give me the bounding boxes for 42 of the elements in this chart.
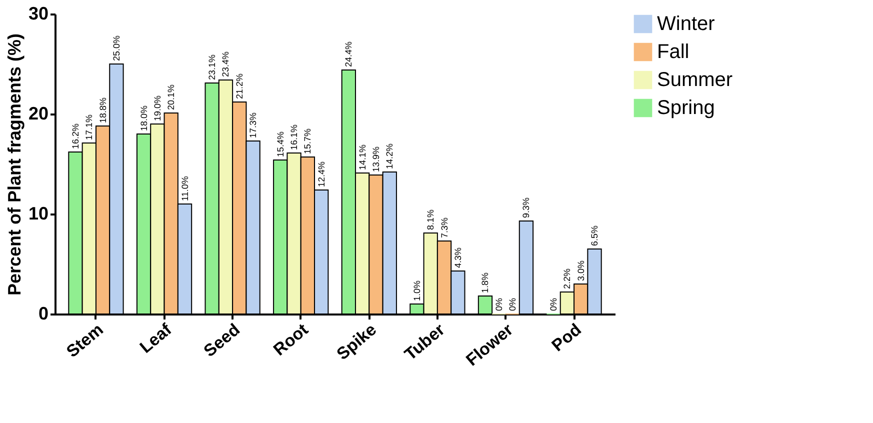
y-tick-label: 30: [28, 4, 48, 24]
data-label: 19.0%: [152, 95, 162, 121]
data-label: 15.4%: [275, 131, 286, 157]
x-tick-label: Pod: [548, 320, 585, 356]
data-label: 24.4%: [344, 41, 354, 67]
data-label: 7.3%: [439, 217, 450, 238]
data-label: 0%: [548, 298, 559, 311]
data-label: 1.8%: [480, 272, 490, 293]
data-label: 1.0%: [412, 280, 422, 301]
data-label: 8.1%: [426, 209, 436, 230]
data-label: 11.0%: [180, 176, 190, 201]
data-label: 12.4%: [316, 161, 326, 187]
data-label: 20.1%: [166, 84, 176, 110]
legend-label: Winter: [657, 13, 716, 35]
data-label: 23.1%: [207, 54, 218, 80]
data-label: 4.3%: [452, 247, 463, 268]
data-label: 16.2%: [70, 123, 80, 149]
data-label: 9.3%: [521, 197, 532, 218]
data-label: 17.3%: [248, 112, 258, 138]
data-label: 15.7%: [302, 128, 313, 154]
data-label: 0%: [508, 298, 518, 311]
data-label: 21.2%: [234, 73, 244, 99]
data-label: 16.1%: [289, 124, 300, 150]
data-label: 17.1%: [84, 114, 94, 140]
data-label: 2.2%: [562, 268, 572, 289]
data-label: 0%: [494, 298, 504, 311]
legend-label: Spring: [657, 97, 715, 119]
data-label: 13.9%: [370, 146, 381, 172]
data-label: 25.0%: [111, 35, 122, 61]
y-tick-label: 10: [28, 204, 48, 224]
data-label: 3.0%: [576, 260, 586, 281]
data-label: 14.1%: [357, 144, 368, 170]
data-label: 6.5%: [590, 225, 600, 246]
y-tick-label: 20: [28, 104, 48, 124]
y-tick-label: 0: [38, 304, 48, 324]
data-label: 18.8%: [98, 97, 108, 123]
legend-label: Fall: [657, 41, 690, 63]
legend-label: Summer: [657, 69, 733, 91]
data-label: 18.0%: [138, 105, 149, 131]
data-label: 23.4%: [220, 51, 231, 77]
data-label: 14.2%: [384, 143, 395, 169]
y-axis-title: Percent of Plant fragments (%): [4, 33, 24, 296]
